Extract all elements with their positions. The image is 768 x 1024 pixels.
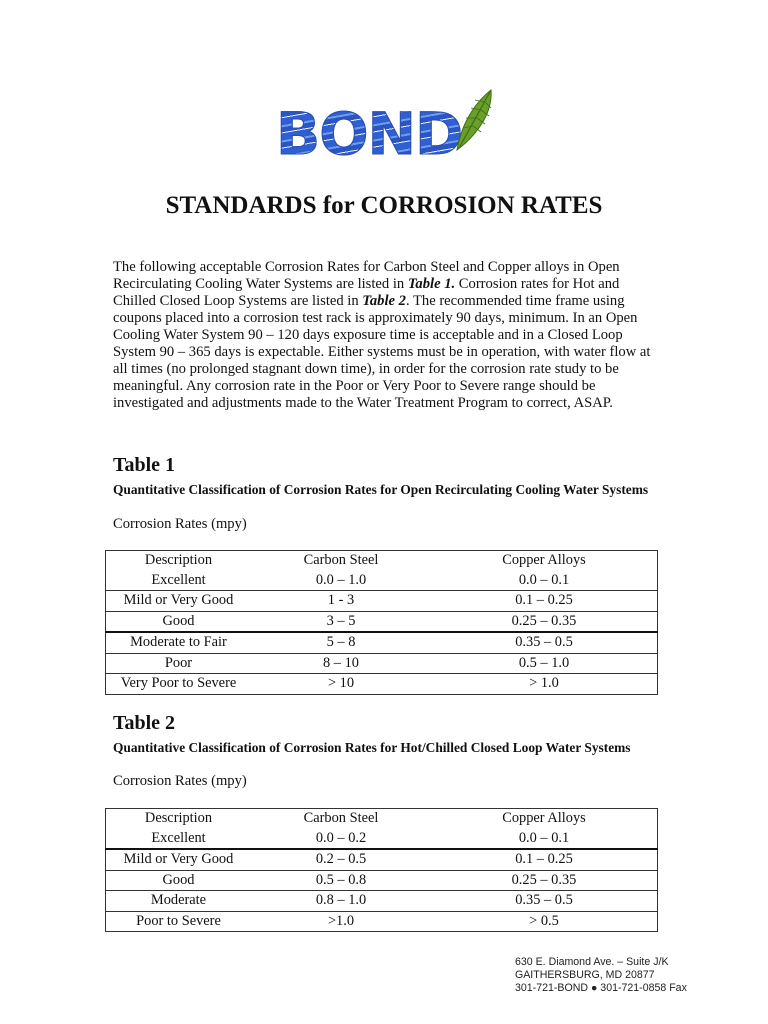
table-cell: 0.0 – 0.1 xyxy=(431,570,658,591)
table-cell: 8 – 10 xyxy=(251,652,431,674)
column-header: Carbon Steel xyxy=(251,550,431,571)
table-cell: >1.0 xyxy=(251,910,431,932)
column-header: Copper Alloys xyxy=(431,550,658,571)
table-row: Moderate 0.8 – 1.0 0.35 – 0.5 xyxy=(105,890,658,912)
table-cell: > 1.0 xyxy=(431,673,658,695)
table-row: Excellent 0.0 – 0.2 0.0 – 0.1 xyxy=(105,828,658,850)
table-row: Moderate to Fair 5 – 8 0.35 – 0.5 xyxy=(105,631,658,654)
table-cell: 0.0 – 1.0 xyxy=(251,570,431,591)
table-cell: Mild or Very Good xyxy=(105,590,251,612)
intro-text: Corrosion rates for Hot and Chilled Clos… xyxy=(113,276,620,309)
table-header-row: Description Carbon Steel Copper Alloys xyxy=(105,808,658,829)
table-cell: 5 – 8 xyxy=(251,631,431,654)
column-header: Description xyxy=(105,808,251,829)
table-cell: 3 – 5 xyxy=(251,610,431,633)
footer-address: 630 E. Diamond Ave. – Suite J/K GAITHERS… xyxy=(515,956,687,995)
table1-reference: Table 1. xyxy=(407,276,456,292)
table2: Description Carbon Steel Copper Alloys Exce… xyxy=(105,808,658,932)
table-cell: > 10 xyxy=(251,673,431,695)
table-row: Mild or Very Good 1 - 3 0.1 – 0.25 xyxy=(105,590,658,612)
table1: Description Carbon Steel Copper Alloys Exce… xyxy=(105,550,658,695)
table-cell: Good xyxy=(105,610,251,633)
logo-text: BOND xyxy=(275,100,463,168)
intro-text: . The recommended time frame using coupo… xyxy=(113,293,651,411)
table-cell: Good xyxy=(105,869,251,891)
table-cell: 0.1 – 0.25 xyxy=(431,590,658,612)
table-row: Very Poor to Severe > 10 > 1.0 xyxy=(105,673,658,695)
table-row: Mild or Very Good 0.2 – 0.5 0.1 – 0.25 xyxy=(105,848,658,871)
table-cell: Very Poor to Severe xyxy=(105,673,251,695)
table-cell: 0.5 – 1.0 xyxy=(431,652,658,674)
column-header: Copper Alloys xyxy=(431,808,658,829)
table-cell: 0.25 – 0.35 xyxy=(431,610,658,633)
page-title: STANDARDS for CORROSION RATES xyxy=(165,192,603,219)
table-cell: Moderate to Fair xyxy=(105,631,251,654)
table-cell: Excellent xyxy=(105,828,251,850)
footer-street: 630 E. Diamond Ave. – Suite J/K xyxy=(515,956,669,968)
column-header: Carbon Steel xyxy=(251,808,431,829)
table-cell: 0.8 – 1.0 xyxy=(251,890,431,912)
table-cell: 0.25 – 0.35 xyxy=(431,869,658,891)
intro-paragraph: The following acceptable Corrosion Rates… xyxy=(113,259,661,412)
table-row: Good 0.5 – 0.8 0.25 – 0.35 xyxy=(105,869,658,891)
table-cell: 0.0 – 0.1 xyxy=(431,828,658,850)
table-cell: 0.35 – 0.5 xyxy=(431,890,658,912)
table-cell: 0.35 – 0.5 xyxy=(431,631,658,654)
leaf-icon xyxy=(456,89,492,152)
table2-subtitle: Quantitative Classification of Corrosion… xyxy=(113,740,631,755)
table-cell: 0.1 – 0.25 xyxy=(431,848,658,871)
table-cell: Moderate xyxy=(105,890,251,912)
column-header: Description xyxy=(105,550,251,571)
intro-text: The following acceptable Corrosion Rates… xyxy=(113,259,620,292)
table-cell: Mild or Very Good xyxy=(105,848,251,871)
table2-unit: Corrosion Rates (mpy) xyxy=(113,773,247,789)
table-row: Good 3 – 5 0.25 – 0.35 xyxy=(105,610,658,633)
table2-heading: Table 2 xyxy=(113,712,176,734)
table-cell: > 0.5 xyxy=(431,910,658,932)
table-cell: 0.5 – 0.8 xyxy=(251,869,431,891)
table1-heading: Table 1 xyxy=(113,454,176,476)
table-cell: Excellent xyxy=(105,570,251,591)
table-row: Poor 8 – 10 0.5 – 1.0 xyxy=(105,652,658,674)
table-header-row: Description Carbon Steel Copper Alloys xyxy=(105,550,658,571)
table-row: Poor to Severe >1.0 > 0.5 xyxy=(105,910,658,932)
table-cell: 0.0 – 0.2 xyxy=(251,828,431,850)
table-cell: Poor xyxy=(105,652,251,674)
footer-phone: 301-721-BOND ● 301-721-0858 Fax xyxy=(515,982,687,994)
bond-logo: BOND xyxy=(275,89,496,172)
footer-city: GAITHERSBURG, MD 20877 xyxy=(515,969,655,981)
table-cell: 1 - 3 xyxy=(251,590,431,612)
table1-unit: Corrosion Rates (mpy) xyxy=(113,516,247,532)
table-cell: Poor to Severe xyxy=(105,910,251,932)
table1-subtitle: Quantitative Classification of Corrosion… xyxy=(113,482,649,497)
table2-reference: Table 2 xyxy=(362,293,406,309)
table-cell: 0.2 – 0.5 xyxy=(251,848,431,871)
table-row: Excellent 0.0 – 1.0 0.0 – 0.1 xyxy=(105,570,658,591)
